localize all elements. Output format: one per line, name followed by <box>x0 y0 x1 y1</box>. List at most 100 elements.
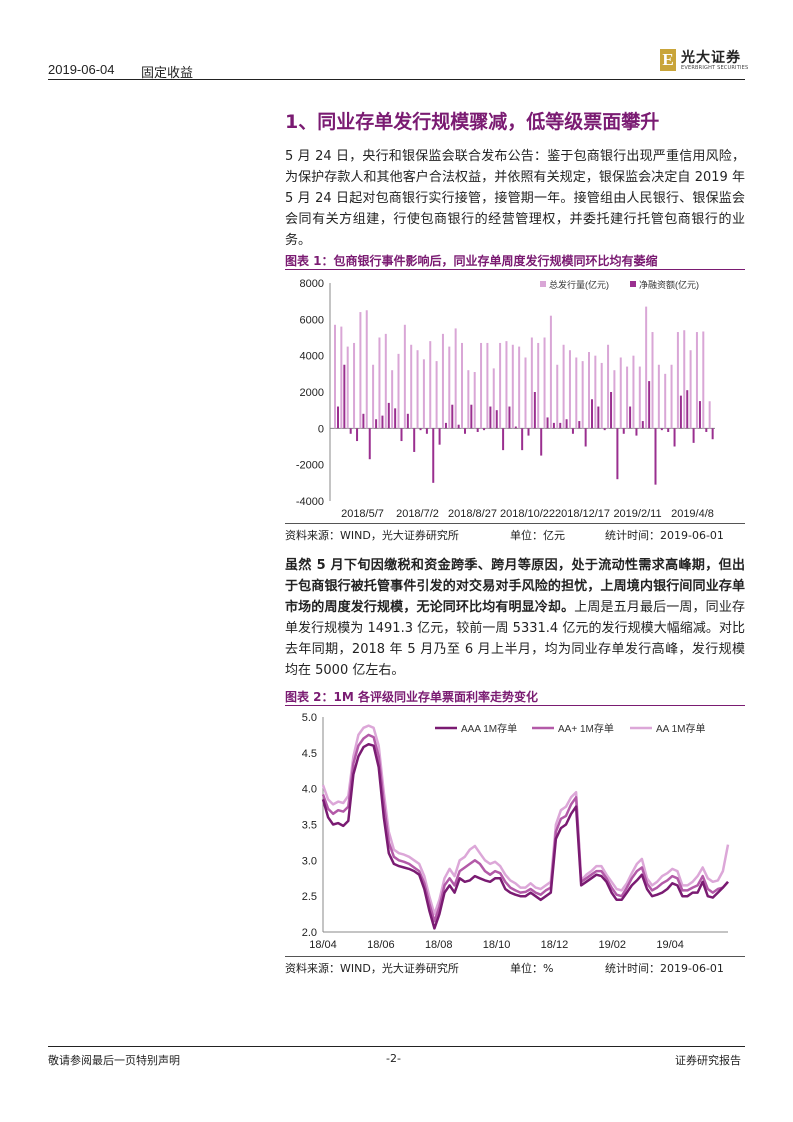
bar-net-financing <box>552 422 555 429</box>
figure2-unit: 单位：% <box>510 962 554 975</box>
legend-label: 总发行量(亿元) <box>549 279 609 290</box>
bar-net-financing <box>381 415 384 429</box>
bar-total-issuance <box>651 332 654 429</box>
bar-net-financing <box>705 428 708 432</box>
series-line <box>321 742 729 930</box>
bar-total-issuance <box>391 370 394 429</box>
bar-net-financing <box>686 390 689 429</box>
bar-net-financing <box>565 419 568 429</box>
footer-disclaimer: 敬请参阅最后一页特别声明 <box>48 1054 180 1067</box>
bar-net-financing <box>673 428 676 447</box>
bar-net-financing <box>514 426 517 429</box>
logo-mark-icon: E <box>660 49 676 71</box>
logo-english-name: EVERBRIGHT SECURITIES <box>681 65 749 71</box>
y-tick-label: 3.5 <box>302 820 317 832</box>
series-line <box>321 724 730 916</box>
x-tick-label: 2018/7/2 <box>396 508 439 520</box>
bar-total-issuance <box>441 333 444 429</box>
figure1-source: 资料来源：WIND，光大证券研究所 <box>285 529 459 542</box>
bar-net-financing <box>419 428 422 431</box>
figure2-stat-time: 统计时间：2019-06-01 <box>605 962 724 975</box>
bar-total-issuance <box>568 350 571 429</box>
bar-net-financing <box>591 399 593 429</box>
x-tick-label: 18/12 <box>541 939 569 951</box>
legend-label: 净融资额(亿元) <box>639 279 699 290</box>
paragraph-1: 5 月 24 日，央行和银保监会联合发布公告：鉴于包商银行出现严重信用风险，为保… <box>285 149 745 248</box>
footer-report-type: 证券研究报告 <box>675 1054 741 1067</box>
y-tick-label: -4000 <box>296 496 324 508</box>
x-tick-label: 18/10 <box>483 939 511 951</box>
bar-total-issuance <box>664 373 667 429</box>
bar-total-issuance <box>613 370 616 429</box>
y-tick-label: 3.0 <box>302 855 317 867</box>
bar-net-financing <box>571 428 574 434</box>
bar-total-issuance <box>676 332 679 429</box>
figure1-unit: 单位：亿元 <box>510 529 565 542</box>
figure1-source-rule <box>285 523 745 524</box>
bar-net-financing <box>495 410 498 429</box>
bar-total-issuance <box>486 342 489 429</box>
bar-total-issuance <box>600 362 603 429</box>
bar-total-issuance <box>588 352 590 429</box>
bar-total-issuance <box>626 366 629 429</box>
bar-net-financing <box>648 381 651 429</box>
bar-net-financing <box>660 428 663 431</box>
x-tick-label: 2018/8/27 <box>448 508 497 520</box>
bar-total-issuance <box>632 355 635 429</box>
bar-net-financing <box>667 428 670 432</box>
bar-net-financing <box>540 428 543 456</box>
paragraph-2: 虽然 5 月下旬因缴税和资金跨季、跨月等原因，处于流动性需求高峰期，但出于包商银… <box>285 555 745 681</box>
y-tick-label: 4.0 <box>302 784 317 796</box>
bar-total-issuance <box>657 364 660 429</box>
bar-total-issuance <box>410 344 413 429</box>
bar-net-financing <box>692 428 695 443</box>
bar-net-financing <box>476 428 479 432</box>
bar-total-issuance <box>372 364 375 429</box>
bar-net-financing <box>337 406 339 429</box>
figure1-title-rule <box>285 269 745 270</box>
series-line <box>321 733 729 923</box>
bar-net-financing <box>641 421 644 429</box>
bar-net-financing <box>444 422 447 429</box>
y-tick-label: 4000 <box>300 351 324 363</box>
figure1-title: 图表 1：包商银行事件影响后，同业存单周度发行规模同环比均有萎缩 <box>285 254 658 268</box>
bar-net-financing <box>546 417 549 429</box>
bar-total-issuance <box>492 368 495 429</box>
bar-net-financing <box>508 406 511 429</box>
figure2-title: 图表 2：1M 各评级同业存单票面利率走势变化 <box>285 690 538 704</box>
bar-net-financing <box>654 428 657 485</box>
bar-total-issuance <box>378 337 381 429</box>
bar-total-issuance <box>549 315 552 429</box>
x-tick-label: 2018/10/22 <box>500 508 555 520</box>
bar-total-issuance <box>334 324 336 429</box>
bar-total-issuance <box>511 344 514 429</box>
paragraph-2-normal: 上周是五月最后一周，同业存单发行规模为 1491.3 亿元，较前一周 5331.… <box>285 600 745 678</box>
bar-total-issuance <box>524 357 527 429</box>
bar-net-financing <box>578 421 581 429</box>
bar-total-issuance <box>695 332 698 429</box>
bar-total-issuance <box>645 306 648 429</box>
legend-label: AAA 1M存单 <box>461 722 517 735</box>
bar-net-financing <box>622 428 625 434</box>
bar-total-issuance <box>537 342 540 429</box>
bar-net-financing <box>711 428 714 440</box>
bar-net-financing <box>362 413 365 429</box>
bar-total-issuance <box>543 337 546 429</box>
bar-net-financing <box>438 428 441 445</box>
bar-total-issuance <box>607 344 610 429</box>
bar-total-issuance <box>359 312 362 429</box>
bar-net-financing <box>521 428 524 451</box>
x-tick-label: 2019/4/8 <box>671 508 714 520</box>
bar-total-issuance <box>397 353 400 429</box>
bar-total-issuance <box>346 346 349 429</box>
bar-net-financing <box>679 395 682 429</box>
bar-net-financing <box>349 428 352 434</box>
bar-net-financing <box>470 404 473 429</box>
bar-total-issuance <box>556 364 559 429</box>
bar-net-financing <box>603 428 606 431</box>
x-tick-label: 2018/5/7 <box>341 508 384 520</box>
bar-total-issuance <box>530 337 533 429</box>
bar-net-financing <box>629 406 632 429</box>
line-chart: 2.0 2.5 3.0 3.5 4.0 4.5 5.0 18/04 18/06 18/08 18/1… <box>302 712 730 951</box>
bar-net-financing <box>559 422 562 429</box>
